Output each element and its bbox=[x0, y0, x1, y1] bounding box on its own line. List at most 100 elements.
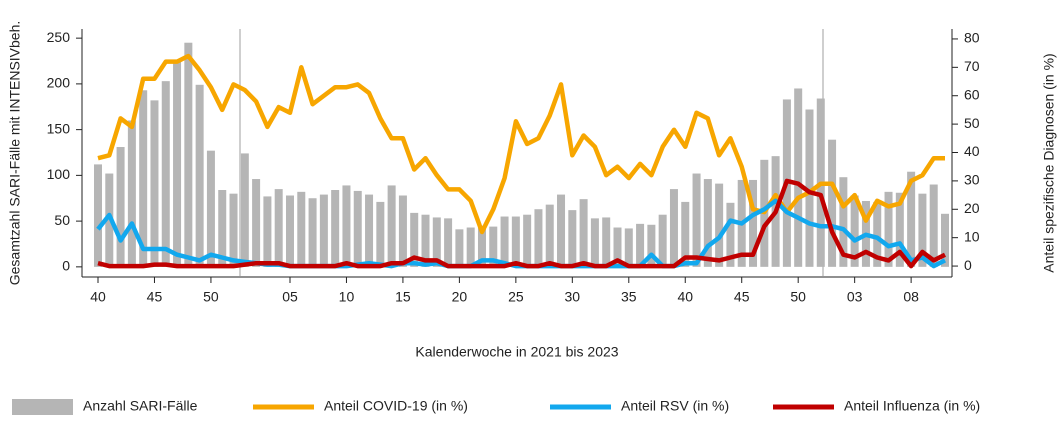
x-tick-label: 50 bbox=[203, 289, 219, 305]
bar bbox=[929, 184, 938, 267]
bar bbox=[195, 84, 204, 267]
bar bbox=[545, 204, 554, 267]
bar bbox=[895, 192, 904, 267]
x-tick-label: 03 bbox=[847, 289, 863, 305]
x-tick-label: 45 bbox=[147, 289, 163, 305]
x-tick-label: 20 bbox=[452, 289, 468, 305]
bar bbox=[692, 173, 701, 267]
bar bbox=[308, 198, 317, 267]
x-tick-label: 10 bbox=[339, 289, 355, 305]
bar bbox=[805, 109, 814, 267]
bar bbox=[127, 120, 136, 267]
bar bbox=[613, 227, 622, 267]
bar bbox=[658, 214, 667, 267]
bar bbox=[557, 194, 566, 267]
bar bbox=[365, 194, 374, 267]
y2-tick-label: 30 bbox=[964, 172, 980, 188]
x-tick-label: 50 bbox=[790, 289, 806, 305]
bar bbox=[398, 195, 407, 267]
y-tick-label: 200 bbox=[47, 75, 71, 91]
y2-tick-label: 70 bbox=[964, 58, 980, 74]
plot-area bbox=[94, 42, 949, 269]
y-tick-label: 150 bbox=[47, 120, 71, 136]
bar bbox=[534, 209, 543, 267]
bar bbox=[376, 201, 385, 267]
bar bbox=[173, 60, 182, 267]
bar bbox=[624, 228, 633, 267]
x-tick-label: 25 bbox=[508, 289, 524, 305]
y2-tick-label: 80 bbox=[964, 30, 980, 46]
bar bbox=[884, 191, 893, 267]
bar bbox=[240, 153, 249, 267]
bar bbox=[252, 179, 261, 267]
y2-tick-label: 60 bbox=[964, 86, 980, 102]
bar bbox=[715, 183, 724, 267]
bar bbox=[331, 190, 340, 267]
legend-swatch bbox=[12, 399, 73, 415]
bar bbox=[161, 81, 170, 267]
y-tick-label: 50 bbox=[54, 212, 70, 228]
x-axis-title: Kalenderwoche in 2021 bis 2023 bbox=[415, 344, 618, 360]
bar bbox=[410, 212, 419, 267]
y-tick-label: 0 bbox=[62, 258, 70, 274]
y2-tick-label: 10 bbox=[964, 228, 980, 244]
bar bbox=[432, 217, 441, 267]
x-tick-label: 40 bbox=[677, 289, 693, 305]
legend-label: Anteil Influenza (in %) bbox=[844, 398, 980, 414]
y-tick-label: 250 bbox=[47, 29, 71, 45]
bar bbox=[850, 195, 859, 267]
legend-label: Anteil COVID-19 (in %) bbox=[324, 398, 468, 414]
x-tick-label: 30 bbox=[565, 289, 581, 305]
x-tick-label: 35 bbox=[621, 289, 637, 305]
bar bbox=[794, 88, 803, 267]
y2-axis-title: Anteil spezifische Diagnosen (in %) bbox=[1041, 53, 1057, 272]
y-axis-title: Gesamtzahl SARI-Fälle mit INTENSIVbeh. bbox=[7, 21, 23, 286]
x-tick-label: 45 bbox=[734, 289, 750, 305]
bar bbox=[500, 216, 509, 267]
bar bbox=[116, 147, 125, 267]
bar bbox=[184, 42, 193, 267]
y-tick-label: 100 bbox=[47, 166, 71, 182]
bar bbox=[681, 201, 690, 267]
y2-tick-label: 40 bbox=[964, 143, 980, 159]
bar bbox=[523, 214, 532, 267]
bar bbox=[568, 210, 577, 267]
bar bbox=[489, 226, 498, 267]
bar bbox=[297, 191, 306, 267]
bar bbox=[703, 179, 712, 267]
bar bbox=[218, 190, 227, 267]
bar bbox=[421, 214, 430, 267]
bar bbox=[94, 164, 102, 267]
bar bbox=[206, 150, 215, 267]
bar bbox=[590, 218, 599, 267]
bar bbox=[477, 225, 486, 267]
bar bbox=[444, 218, 453, 267]
bar bbox=[229, 193, 238, 267]
bar bbox=[669, 189, 678, 267]
bar bbox=[579, 199, 588, 267]
bar bbox=[907, 171, 916, 267]
bar bbox=[139, 90, 148, 267]
line bbox=[97, 178, 947, 269]
bar bbox=[647, 224, 656, 267]
bar bbox=[839, 177, 848, 267]
bar bbox=[749, 179, 758, 267]
legend-label: Anteil RSV (in %) bbox=[621, 398, 729, 414]
bar bbox=[342, 185, 351, 267]
y2-tick-label: 20 bbox=[964, 200, 980, 216]
bar bbox=[263, 196, 272, 267]
legend: Anzahl SARI-Fälle Anteil COVID-19 (in %) A… bbox=[12, 398, 980, 415]
x-tick-label: 08 bbox=[903, 289, 919, 305]
bar bbox=[455, 229, 464, 267]
bar bbox=[511, 216, 520, 267]
bar bbox=[726, 202, 735, 267]
bar bbox=[285, 195, 294, 267]
x-tick-label: 15 bbox=[395, 289, 411, 305]
bar bbox=[150, 100, 159, 267]
bar bbox=[828, 139, 837, 267]
y2-tick-label: 50 bbox=[964, 115, 980, 131]
bar bbox=[274, 189, 283, 267]
bar bbox=[602, 217, 611, 267]
bar bbox=[353, 190, 362, 267]
